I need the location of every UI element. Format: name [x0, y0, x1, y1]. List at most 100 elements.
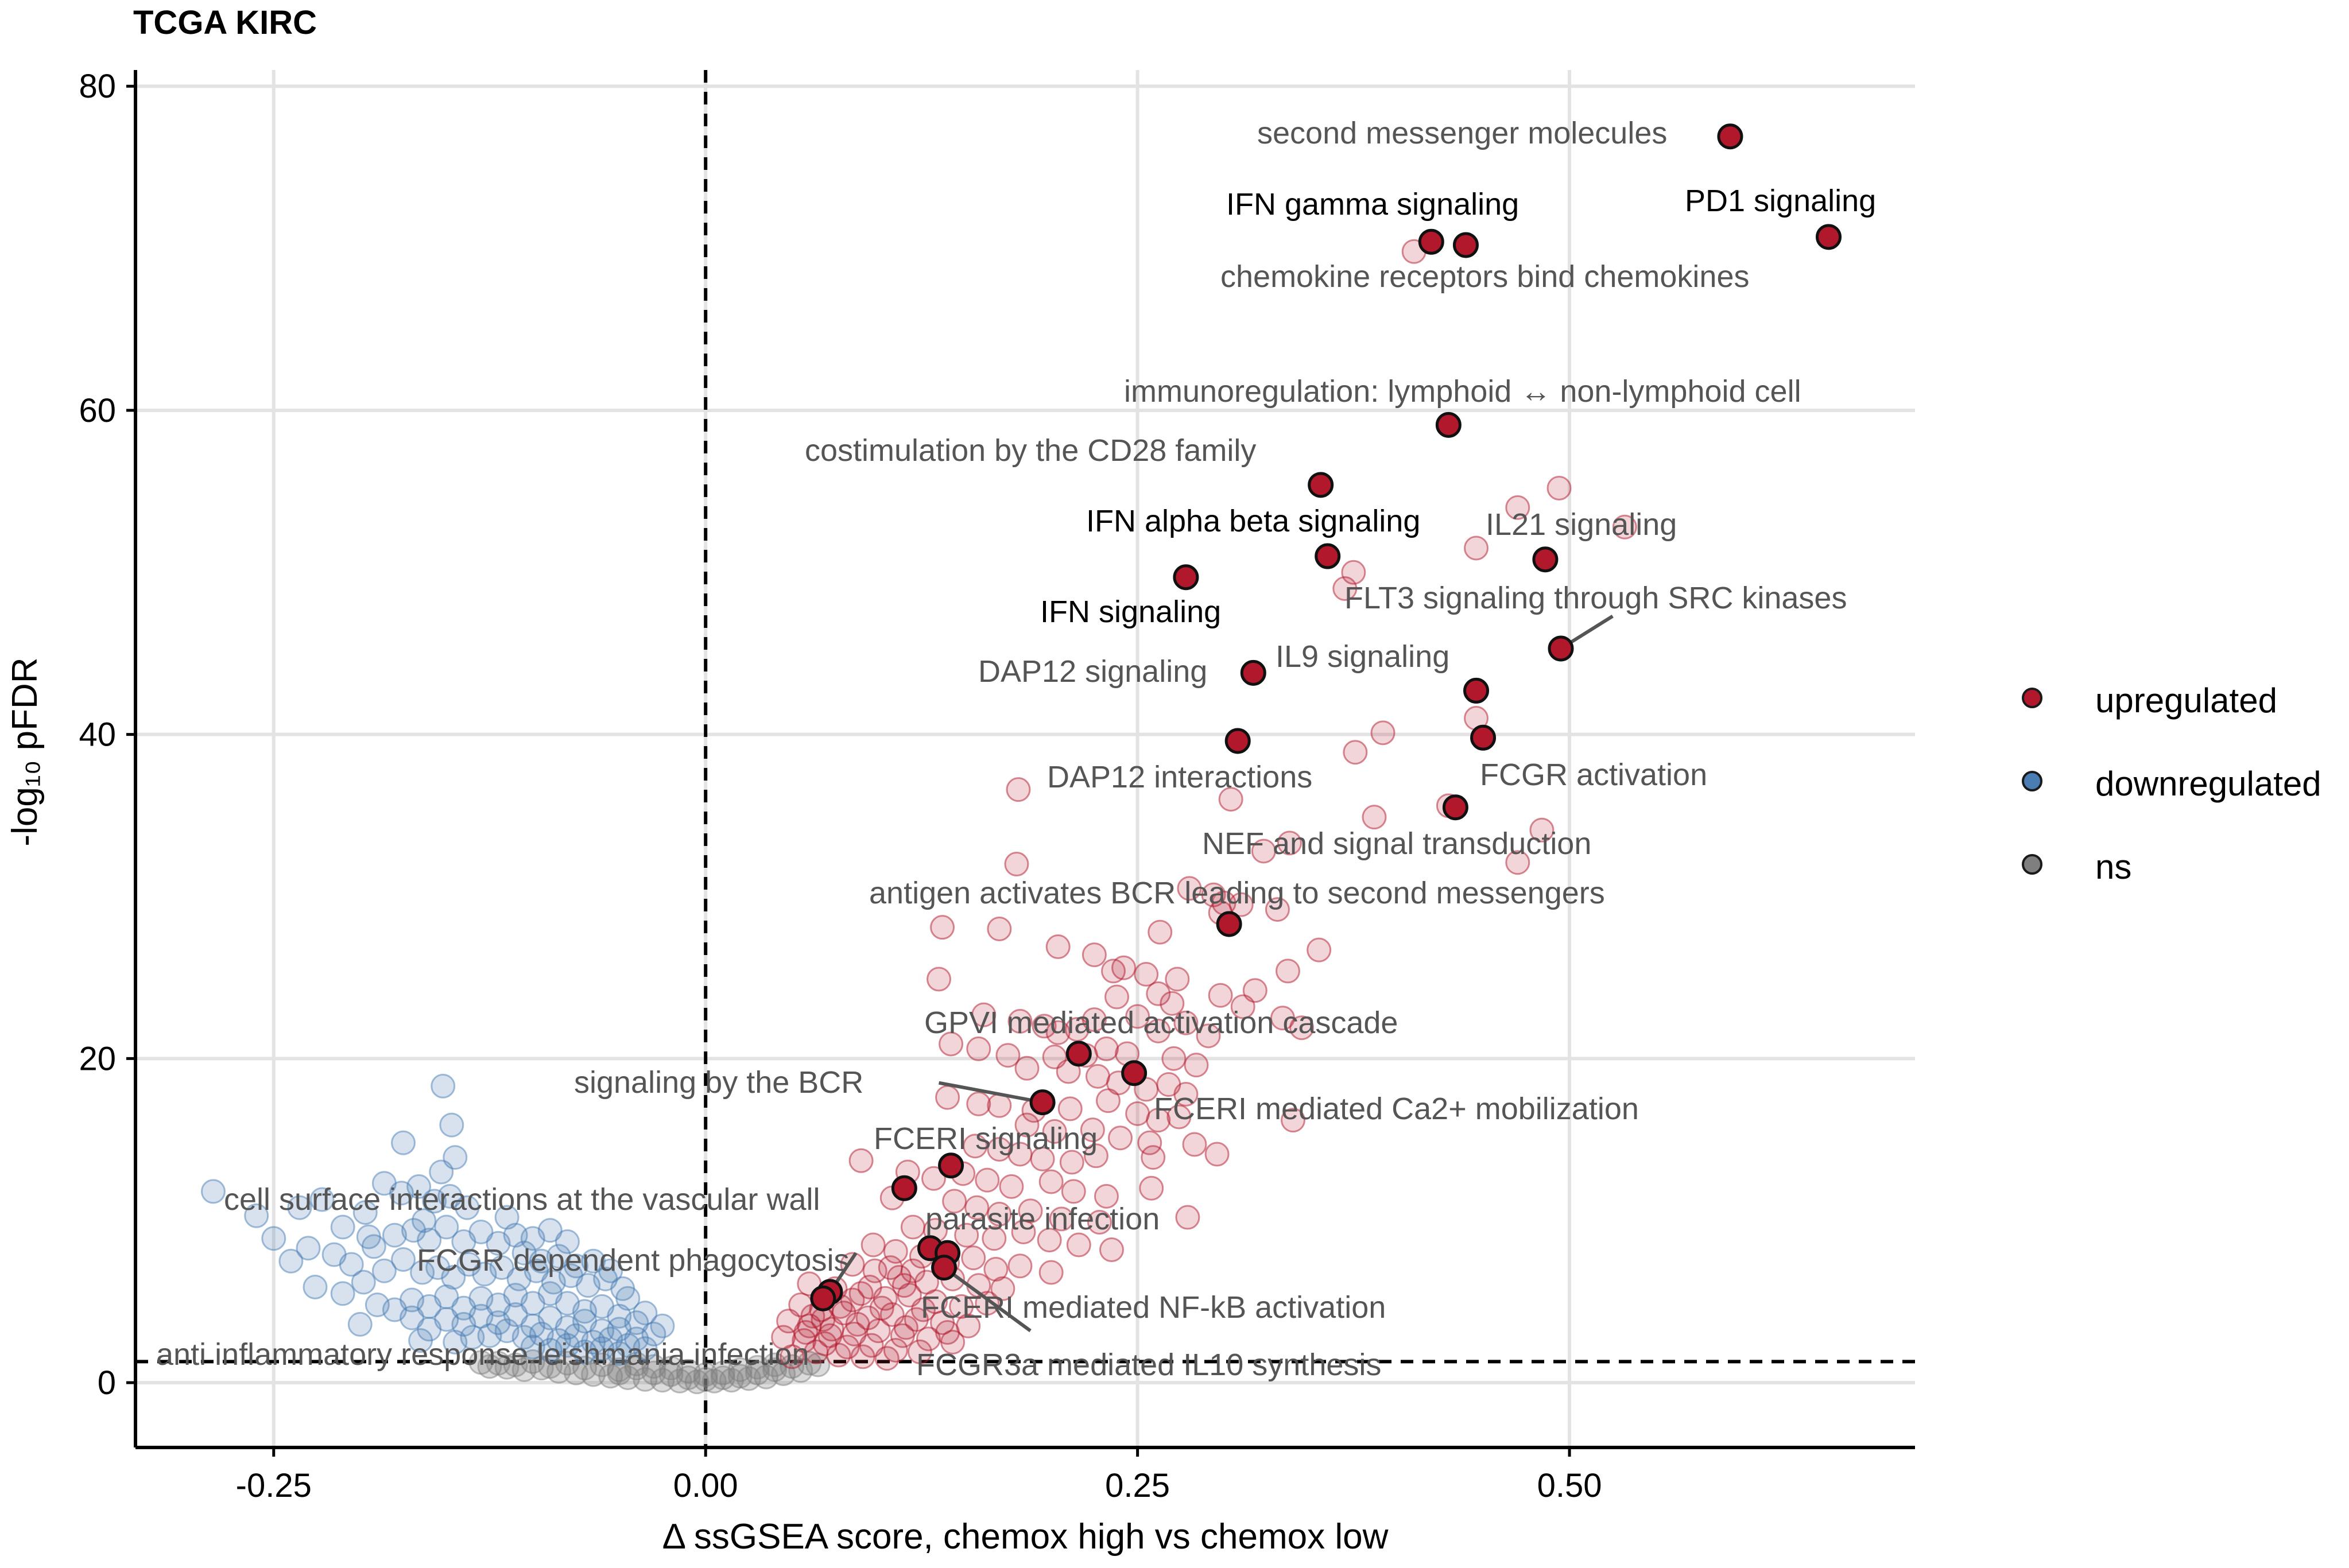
labeled-point [810, 1285, 836, 1311]
ns-point [788, 1358, 813, 1383]
upregulated-point [942, 1189, 967, 1214]
downregulated-point [351, 1270, 376, 1295]
upregulated-point [1505, 850, 1530, 875]
upregulated-point [1204, 1142, 1230, 1167]
labeled-point [1240, 659, 1266, 686]
labeled-point [931, 1255, 958, 1281]
downregulated-point [391, 1247, 416, 1272]
label-pd1: PD1 signaling [1685, 184, 1876, 218]
label-antigen-bcr: antigen activates BCR leading to second … [869, 876, 1605, 910]
upregulated-point [1061, 1179, 1086, 1204]
downregulated-point [244, 1203, 269, 1228]
upregulated-point [845, 1311, 870, 1337]
leader-line [938, 1081, 1043, 1104]
upregulated-point [878, 1255, 903, 1280]
upregulated-point [1546, 475, 1572, 500]
upregulated-point [1007, 1008, 1033, 1034]
upregulated-point [930, 915, 955, 940]
ns-point [468, 1350, 494, 1375]
upregulated-point [1370, 720, 1396, 746]
downregulated-point [431, 1073, 456, 1099]
upregulated-point [1082, 1007, 1107, 1033]
labeled-point [1470, 724, 1497, 751]
label-ifn-gamma: IFN gamma signaling [1226, 187, 1519, 222]
upregulated-point [1146, 1108, 1171, 1133]
upregulated-point [1184, 1053, 1209, 1078]
label-il21: IL21 signaling [1486, 507, 1677, 542]
label-bcr: signaling by the BCR [574, 1065, 863, 1100]
upregulated-point [862, 1258, 887, 1283]
background-points [200, 124, 1743, 1395]
label-fceri-ca: FCERI mediated Ca2+ mobilization [1154, 1092, 1639, 1126]
downregulated-point [456, 1252, 482, 1277]
label-il9: IL9 signaling [1276, 639, 1449, 674]
downregulated-point [287, 1195, 312, 1220]
downregulated-point [417, 1228, 442, 1253]
upregulated-point [1007, 1253, 1033, 1279]
upregulated-point [1100, 958, 1126, 984]
y-tick-label: 40 [79, 716, 116, 754]
upregulated-point [1230, 994, 1255, 1019]
downregulated-point [615, 1286, 641, 1311]
upregulated-point [1083, 1143, 1108, 1169]
upregulated-point [1464, 535, 1489, 561]
upregulated-point [1165, 967, 1190, 992]
upregulated-point [1208, 983, 1233, 1008]
downregulated-point [425, 1255, 451, 1280]
axis-ticks: -0.25 0.00 0.25 0.50 0 20 40 60 80 [79, 68, 1602, 1504]
labeled-point [1463, 677, 1490, 704]
downregulated-point [303, 1274, 328, 1299]
upregulated-point [1182, 1132, 1207, 1157]
axes [134, 70, 1915, 1449]
legend-swatch-downregulated [2022, 771, 2042, 791]
upregulated-point [883, 1239, 908, 1264]
y-tick-label: 80 [79, 68, 116, 105]
upregulated-point [1173, 1010, 1199, 1035]
downregulated-point [401, 1218, 427, 1243]
upregulated-point [983, 1256, 1009, 1282]
ns-point [650, 1368, 675, 1393]
downregulated-point [400, 1305, 425, 1330]
upregulated-point [1612, 514, 1637, 540]
upregulated-point [1218, 787, 1243, 812]
label-second-messenger: second messenger molecules [1257, 116, 1667, 150]
legend-label-downregulated: downregulated [2095, 764, 2321, 803]
labeled-point [1308, 472, 1334, 498]
upregulated-point [1095, 1088, 1121, 1113]
legend-label-upregulated: upregulated [2095, 681, 2277, 720]
upregulated-point [907, 1339, 932, 1364]
downregulated-point [434, 1214, 459, 1240]
downregulated-point [412, 1208, 437, 1233]
upregulated-point [921, 1166, 946, 1191]
downregulated-point [633, 1301, 658, 1326]
downregulated-point [494, 1205, 520, 1230]
label-gpvi: GPVI mediated activation cascade [924, 1006, 1398, 1040]
upregulated-point [987, 1136, 1012, 1162]
downregulated-point [278, 1248, 304, 1274]
upregulated-point [916, 1326, 941, 1352]
labeled-point [1435, 412, 1462, 438]
upregulated-point [857, 1274, 882, 1299]
legend-label-ns: ns [2095, 848, 2132, 886]
upregulated-point [1042, 1119, 1067, 1144]
label-cell-surface: cell surface interactions at the vascula… [224, 1182, 820, 1217]
upregulated-point [1037, 1228, 1062, 1253]
downregulated-point [406, 1174, 432, 1199]
ns-point [494, 1354, 520, 1380]
upregulated-point [1173, 1081, 1199, 1107]
upregulated-point [927, 967, 952, 992]
upregulated-point [1045, 934, 1071, 960]
upregulated-point [1059, 1150, 1084, 1175]
downregulated-point [382, 1222, 407, 1248]
labeled-point [1216, 911, 1242, 937]
upregulated-point [935, 1085, 960, 1110]
x-tick-label: -0.25 [236, 1467, 312, 1504]
labeled-point [1065, 1041, 1092, 1067]
downregulated-point [633, 1336, 658, 1361]
label-fcgr-activation: FCGR activation [1480, 758, 1707, 792]
downregulated-point [330, 1214, 355, 1240]
upregulated-point [1049, 1206, 1074, 1232]
labeled-point [1442, 794, 1468, 821]
upregulated-point [910, 1297, 936, 1322]
label-nef: NEF and signal transduction [1202, 826, 1591, 861]
